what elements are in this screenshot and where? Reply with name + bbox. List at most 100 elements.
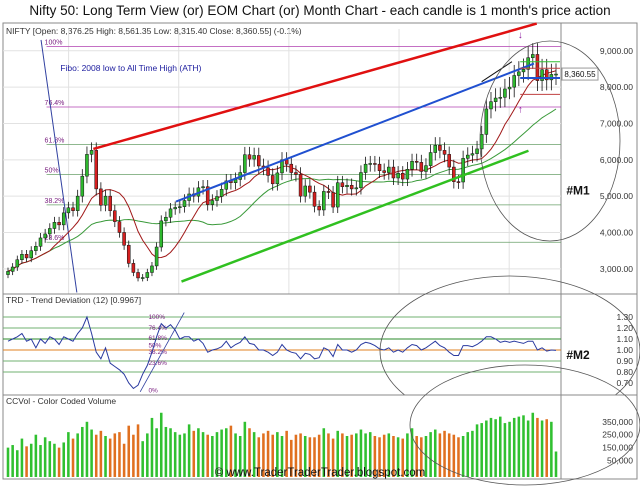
volume-bar — [67, 432, 70, 477]
price-candle — [24, 254, 29, 259]
volume-header: CCVol - Color Coded Volume — [6, 396, 116, 406]
price-candle — [289, 163, 294, 173]
volume-bar — [550, 421, 553, 477]
price-candle — [489, 101, 493, 110]
volume-bar — [429, 432, 432, 477]
volume-bar — [471, 430, 474, 477]
price-candle — [140, 277, 145, 279]
volume-bar — [457, 437, 460, 477]
volume-bar — [410, 428, 414, 477]
volume-bar — [155, 428, 158, 477]
volume-bar — [197, 428, 200, 477]
price-candle — [182, 200, 187, 207]
volume-bar — [248, 428, 251, 477]
volume-bar — [215, 432, 219, 477]
trendline-green — [181, 149, 529, 283]
price-candle — [243, 154, 247, 173]
price-ytick-label: 8,000.00 — [600, 82, 633, 92]
volume-bar — [355, 433, 358, 477]
price-header: NIFTY [Open: 8,376.25 High: 8,561.35 Low… — [6, 26, 302, 36]
volume-bar — [322, 428, 326, 477]
price-candle — [122, 232, 126, 246]
price-ytick-label: 4,000.00 — [600, 227, 633, 237]
volume-bar — [359, 429, 363, 477]
price-candle — [382, 170, 386, 173]
m1-annotation: #M1 — [566, 183, 590, 197]
volume-bar — [540, 420, 544, 477]
volume-bar — [169, 428, 172, 477]
volume-bar — [420, 437, 423, 477]
price-fib-label: 61.8% — [45, 137, 65, 144]
volume-bar — [39, 445, 42, 477]
volume-bar — [276, 432, 279, 477]
volume-bar — [81, 426, 84, 477]
price-candle — [493, 97, 498, 102]
volume-bar — [336, 430, 340, 477]
price-candle — [219, 189, 224, 197]
price-candle — [456, 181, 461, 183]
volume-bar — [503, 423, 507, 477]
price-candle — [326, 191, 331, 193]
volume-bar — [252, 432, 256, 477]
price-fib-label: 50% — [45, 168, 59, 175]
price-candle — [400, 173, 405, 180]
price-fib-label: 100% — [45, 39, 63, 46]
price-candle — [540, 69, 544, 81]
volume-bar — [341, 433, 344, 477]
price-candle — [164, 216, 168, 222]
price-candle — [52, 222, 57, 229]
price-ytick-label: 6,000.00 — [600, 155, 633, 165]
volume-bar — [290, 439, 293, 477]
price-candle — [387, 166, 391, 173]
volume-bar — [517, 416, 521, 477]
price-candle — [479, 134, 484, 150]
price-candle — [252, 155, 256, 160]
volume-bar — [350, 434, 353, 477]
volume-bar — [536, 417, 539, 477]
volume-bar — [76, 433, 79, 477]
price-ytick-label: 7,000.00 — [600, 118, 633, 128]
last-value-box — [561, 67, 599, 81]
volume-bar — [303, 436, 307, 477]
price-candle — [345, 185, 349, 187]
price-candle — [331, 192, 335, 208]
volume-bar — [173, 432, 177, 477]
price-candle — [38, 237, 43, 247]
volume-bar — [224, 428, 228, 477]
indicator-fib-label: 76.4% — [148, 325, 167, 332]
price-candle — [117, 221, 122, 233]
indicator-ytick-label: 0.90 — [616, 356, 633, 366]
price-candle — [414, 161, 419, 163]
volume-bar — [401, 438, 405, 477]
volume-bar — [531, 412, 535, 477]
price-candle — [85, 154, 89, 177]
volume-bar — [146, 433, 149, 477]
volume-bar — [266, 430, 270, 477]
price-ytick-label: 9,000.00 — [600, 46, 633, 56]
volume-bar — [452, 434, 456, 477]
volume-bar — [406, 433, 409, 477]
arrow-down-icon: ↓ — [518, 30, 523, 41]
volume-ytick-label: 250,000 — [602, 430, 633, 440]
price-candle — [48, 228, 52, 235]
price-candle — [512, 75, 516, 88]
price-candle — [377, 163, 382, 171]
price-candle — [340, 182, 345, 187]
indicator-fib-label: 61.8% — [148, 335, 167, 342]
volume-bar — [271, 434, 274, 477]
price-candle — [498, 97, 503, 99]
volume-bar — [475, 424, 479, 477]
price-ytick-label: 3,000.00 — [600, 264, 633, 274]
volume-bar — [545, 419, 548, 477]
indicator-ytick-label: 0.70 — [616, 378, 633, 388]
price-candle — [66, 207, 71, 214]
price-candle — [168, 208, 173, 218]
price-candle — [131, 263, 136, 273]
volume-bar — [327, 433, 330, 477]
volume-bar — [6, 447, 10, 477]
volume-bar — [466, 432, 470, 477]
volume-bar — [396, 437, 400, 477]
indicator-ytick-label: 0.80 — [616, 367, 633, 377]
volume-bar — [48, 441, 52, 477]
price-candle — [224, 180, 229, 190]
